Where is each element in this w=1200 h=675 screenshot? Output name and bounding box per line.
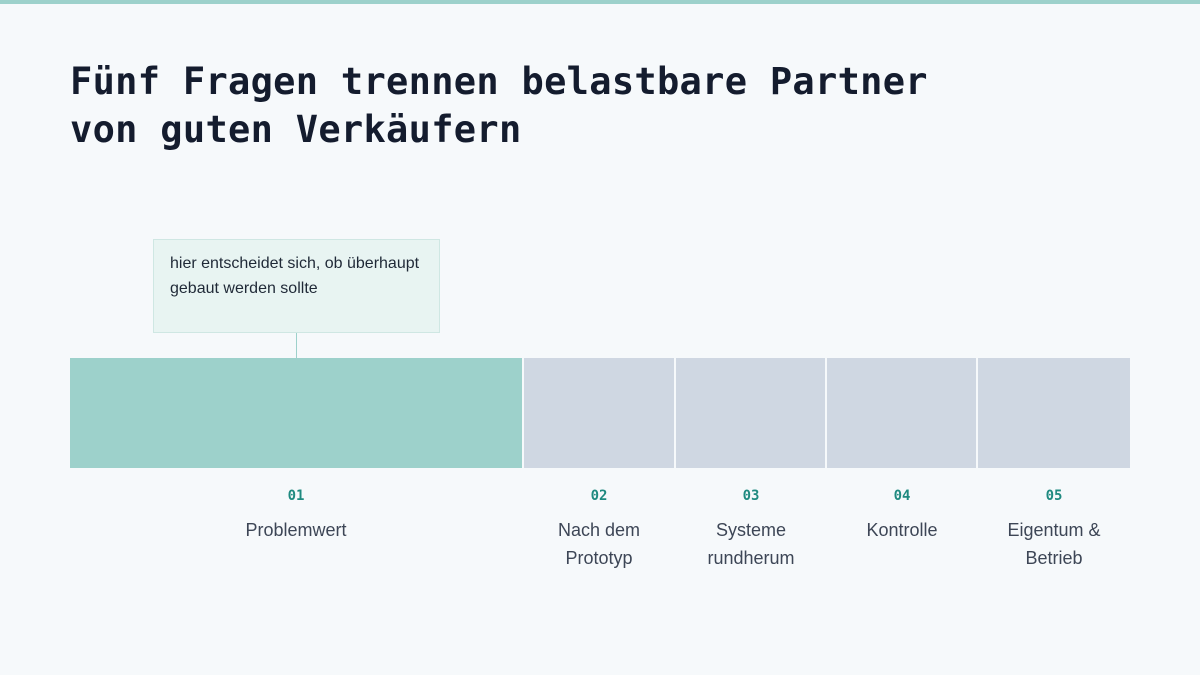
callout-box: hier entscheidet sich, ob überhaupt geba… <box>153 239 440 333</box>
step-bar-03 <box>676 358 825 468</box>
step-bar-04 <box>827 358 976 468</box>
step-title: Eigentum & Betrieb <box>1007 520 1101 568</box>
step-title: Kontrolle <box>866 520 938 540</box>
step-number: 05 <box>1045 488 1063 504</box>
step-label-03: 03 Systeme rundherum <box>686 486 816 572</box>
step-number: 03 <box>742 488 760 504</box>
step-number: 02 <box>590 488 608 504</box>
step-number: 01 <box>287 488 305 504</box>
step-title: Nach dem Prototyp <box>557 520 641 568</box>
slide-title: Fünf Fragen trennen belastbare Partner v… <box>70 58 1070 154</box>
step-title: Systeme rundherum <box>707 520 795 568</box>
step-label-04: 04 Kontrolle <box>837 486 967 544</box>
step-bar-01 <box>70 358 522 468</box>
step-title: Problemwert <box>245 520 347 540</box>
step-bar-05 <box>978 358 1130 468</box>
top-accent-rule <box>0 0 1200 4</box>
step-label-02: 02 Nach dem Prototyp <box>534 486 664 572</box>
slide-title-line-1: Fünf Fragen trennen belastbare Partner <box>70 60 928 103</box>
step-label-01: 01 Problemwert <box>70 486 522 544</box>
step-bar-02 <box>524 358 674 468</box>
slide-title-line-2: von guten Verkäufern <box>70 108 522 151</box>
step-number: 04 <box>893 488 911 504</box>
callout-connector <box>296 333 297 358</box>
step-label-05: 05 Eigentum & Betrieb <box>984 486 1124 572</box>
